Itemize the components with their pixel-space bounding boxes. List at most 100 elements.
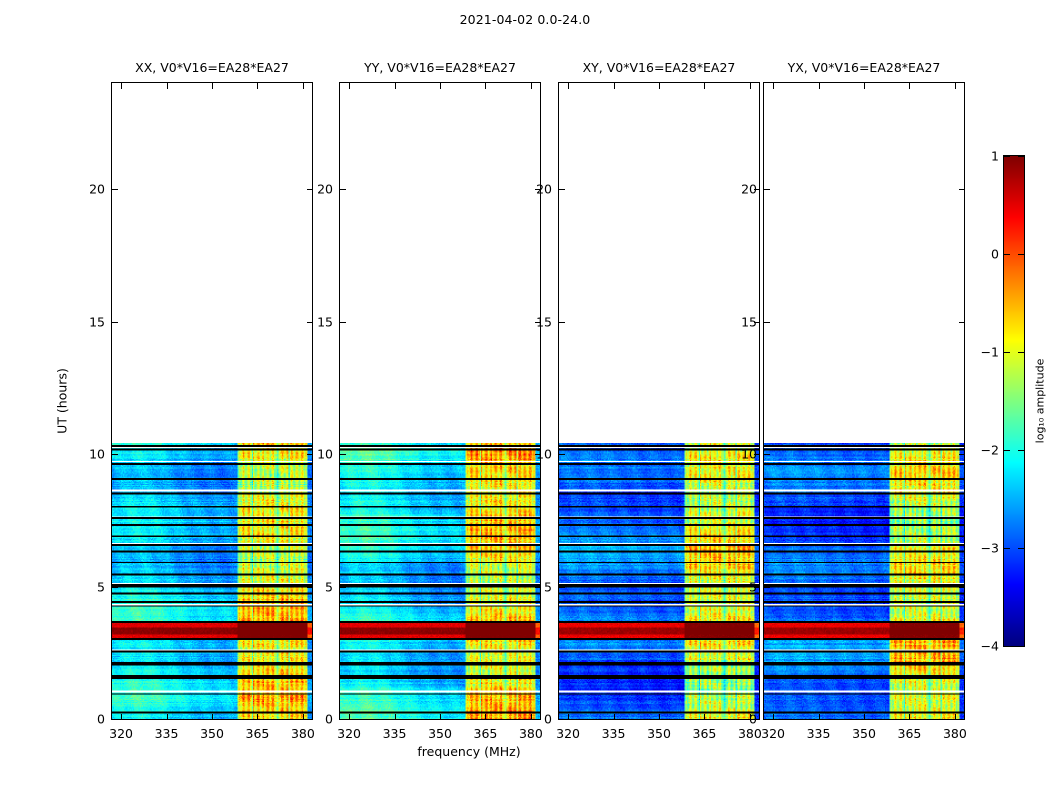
x-axis-tick (909, 713, 911, 719)
x-axis-tick-label: 350 (647, 726, 671, 741)
y-axis-tick (559, 719, 565, 720)
y-axis-tick (306, 321, 312, 323)
colorbar-tick (1004, 646, 1010, 647)
x-axis-tick-label: 320 (556, 726, 581, 741)
y-axis-tick (112, 321, 118, 323)
spectrogram-panel-xy[interactable]: XY, V0*V16=EA28*EA27 0 5 10 15 20 320 335 350 36… (536, 60, 762, 741)
y-axis-tick-label: 20 (317, 181, 333, 197)
x-axis-tick-label: 365 (473, 726, 498, 741)
spectrogram-canvas-yx (764, 443, 964, 719)
x-axis-tick-label: 380 (942, 726, 967, 741)
plot-area-xx (112, 83, 312, 719)
x-axis-tick (613, 83, 615, 89)
y-axis-tick (764, 454, 770, 455)
x-axis-tick (568, 83, 570, 89)
y-axis-tick (306, 719, 312, 720)
x-axis-tick-label: 335 (601, 726, 626, 741)
x-axis-tick-label: 335 (154, 726, 179, 741)
y-axis-tick (340, 454, 346, 455)
x-axis-tick (568, 713, 570, 719)
y-axis-tick (764, 189, 770, 190)
y-axis-tick (112, 189, 118, 190)
y-axis-tick (112, 586, 118, 588)
x-axis-tick (818, 83, 820, 89)
x-axis-tick (257, 713, 259, 719)
colorbar-tick (1018, 450, 1024, 451)
y-axis-tick (958, 719, 964, 720)
x-axis-tick (485, 83, 487, 89)
y-axis-tick-label: 5 (749, 579, 757, 594)
y-axis-tick-label: 10 (89, 446, 105, 462)
x-axis-tick (773, 713, 775, 719)
x-axis-tick-label: 380 (290, 726, 315, 741)
y-axis-tick (559, 586, 565, 588)
x-axis-tick (749, 83, 751, 89)
x-axis-tick (954, 713, 956, 719)
x-axis-tick (121, 83, 123, 89)
x-axis-tick (349, 83, 351, 89)
y-axis-tick (112, 719, 118, 720)
x-axis-tick (659, 713, 660, 719)
y-axis-tick (340, 719, 346, 720)
y-axis-tick-label: 15 (536, 314, 552, 329)
y-axis-tick (958, 454, 964, 455)
x-axis-tick (349, 713, 351, 719)
x-axis-tick-label: 350 (200, 726, 224, 741)
x-axis-tick (954, 83, 956, 89)
x-axis-tick-label: 320 (109, 726, 134, 741)
spectrogram-canvas-yy (340, 443, 540, 719)
y-axis-tick (534, 321, 540, 323)
y-axis-tick-label: 5 (544, 579, 552, 594)
colorbar-tick-label: −1 (980, 344, 999, 360)
x-axis-tick (302, 713, 304, 719)
y-axis-tick (753, 719, 759, 720)
x-axis-tick-label: 365 (692, 726, 717, 741)
spectrogram-panel-xx[interactable]: XX, V0*V16=EA28*EA27 0 5 10 15 20 320 335 350 36… (89, 60, 315, 741)
y-axis-tick (958, 321, 964, 323)
x-axis-tick (212, 83, 213, 89)
y-axis-tick-label: 0 (97, 711, 105, 727)
y-axis-tick (753, 586, 759, 588)
plot-area-xy (559, 83, 759, 719)
x-axis-label: frequency (MHz) (0, 744, 1050, 759)
panel-title-xx: XX, V0*V16=EA28*EA27 (135, 60, 289, 75)
plot-area-yy (340, 83, 540, 719)
y-axis-tick (559, 321, 565, 323)
panel-title-yy: YY, V0*V16=EA28*EA27 (364, 60, 516, 75)
colorbar-tick-label: 1 (991, 148, 999, 164)
x-axis-tick (749, 713, 751, 719)
x-axis-tick (864, 713, 865, 719)
y-axis-tick (306, 189, 312, 190)
colorbar-tick-label: −2 (980, 442, 999, 458)
y-axis-tick-label: 0 (544, 711, 552, 727)
colorbar-tick (1004, 352, 1010, 353)
heatmap-image-yx (764, 443, 964, 719)
colorbar-label: log₁₀ amplitude (1033, 358, 1047, 444)
y-axis-tick (534, 586, 540, 588)
x-axis-tick (257, 83, 259, 89)
y-axis-tick-label: 0 (749, 711, 757, 727)
x-axis-tick (394, 713, 396, 719)
colorbar[interactable]: −4 −3 −2 −1 0 1 (981, 149, 1025, 654)
y-axis-tick-label: 15 (317, 314, 333, 329)
y-axis-tick (534, 454, 540, 455)
y-axis-tick (112, 454, 118, 455)
y-axis-tick (340, 189, 346, 190)
y-axis-tick-label: 5 (97, 579, 105, 594)
x-axis-tick (166, 83, 168, 89)
colorbar-tick-label: 0 (991, 246, 999, 262)
y-axis-tick (306, 454, 312, 455)
x-axis-tick (212, 713, 213, 719)
heatmap-image-xx (112, 443, 312, 719)
x-axis-tick (440, 713, 441, 719)
spectrogram-panel-yx[interactable]: YX, V0*V16=EA28*EA27 0 5 10 15 20 320 335 350 36… (741, 60, 967, 741)
y-axis-tick (559, 454, 565, 455)
colorbar-tick (1018, 352, 1024, 353)
x-axis-tick (613, 713, 615, 719)
x-axis-tick-label: 380 (737, 726, 762, 741)
figure-suptitle: 2021-04-02 0.0-24.0 (459, 12, 591, 27)
colorbar-tick (1018, 646, 1024, 647)
heatmap-image-yy (340, 443, 540, 719)
x-axis-label-text: frequency (MHz) (417, 744, 521, 759)
spectrogram-panel-yy[interactable]: YY, V0*V16=EA28*EA27 0 5 10 15 20 320 335 350 36… (317, 60, 543, 741)
